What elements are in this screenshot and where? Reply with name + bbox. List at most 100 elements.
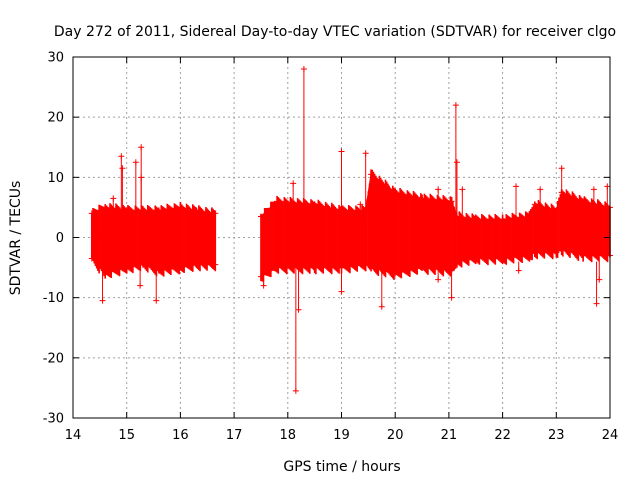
- outlier-point: [292, 387, 299, 394]
- y-tick-label: -20: [43, 351, 64, 366]
- x-tick-label: 18: [280, 428, 297, 443]
- data-point: [177, 204, 184, 211]
- outlier-point: [338, 148, 345, 155]
- data-band-upper-edge: [91, 206, 106, 214]
- data-point: [419, 264, 426, 271]
- data-band-upper-edge: [561, 191, 584, 202]
- y-tick-label: 10: [47, 171, 64, 186]
- data-point: [453, 258, 460, 265]
- data-band-lower-edge: [556, 249, 562, 254]
- outlier-point: [132, 159, 139, 166]
- outlier-point: [153, 297, 160, 304]
- data-point: [580, 252, 587, 259]
- data-point: [177, 264, 184, 271]
- data-band-lower-edge: [370, 267, 396, 275]
- x-tick-label: 17: [226, 428, 243, 443]
- data-point: [212, 210, 219, 217]
- data-band-lower-edge: [529, 252, 536, 257]
- data-band-upper-edge: [502, 215, 530, 221]
- y-axis-label: SDTVAR / TECUs: [8, 181, 24, 296]
- x-axis-label: GPS time / hours: [283, 459, 400, 475]
- data-band-upper-edge: [105, 206, 127, 212]
- data-point: [368, 171, 375, 178]
- data-point: [526, 252, 533, 259]
- data-point: [531, 249, 538, 256]
- data-band-lower-edge: [105, 267, 127, 275]
- y-tick-label: -30: [43, 412, 64, 427]
- x-tick-label: 21: [441, 428, 458, 443]
- data-point: [88, 210, 95, 217]
- data-point: [155, 207, 162, 214]
- data-band-upper-edge: [260, 200, 278, 217]
- x-tick-label: 23: [548, 428, 565, 443]
- data-point: [392, 189, 399, 196]
- data-band-upper-edge: [528, 204, 536, 217]
- data-point: [123, 264, 130, 271]
- data-point: [139, 261, 146, 268]
- x-tick-label: 16: [172, 428, 189, 443]
- data-point: [499, 255, 506, 262]
- data-point: [499, 216, 506, 223]
- data-band-lower-edge: [456, 257, 476, 263]
- data-point: [212, 261, 219, 268]
- data-point: [558, 246, 565, 253]
- data-band-lower-edge: [451, 261, 458, 271]
- axis-ticks: [72, 56, 611, 419]
- data-band-upper-edge: [314, 203, 342, 212]
- data-point: [155, 267, 162, 274]
- outlier-point: [295, 306, 302, 313]
- data-band-upper-edge: [555, 192, 563, 211]
- y-tick-label: 30: [47, 51, 64, 66]
- outlier-point: [357, 201, 364, 208]
- data-point: [257, 273, 264, 280]
- outlier-point: [590, 186, 597, 193]
- data-band-lower-edge: [158, 266, 181, 272]
- outlier-point: [452, 102, 459, 109]
- data-point: [274, 198, 281, 205]
- outlier-point: [338, 288, 345, 295]
- data-series-sdtvar: [88, 66, 613, 394]
- data-point: [526, 213, 533, 220]
- data-point: [472, 216, 479, 223]
- x-tick-label: 14: [65, 428, 82, 443]
- outlier-point: [137, 282, 144, 289]
- data-point: [448, 198, 455, 205]
- outlier-point: [453, 159, 460, 166]
- data-point: [102, 270, 109, 277]
- data-point: [88, 255, 95, 262]
- data-band-upper-edge: [534, 203, 557, 212]
- data-point: [311, 201, 318, 208]
- outlier-point: [515, 267, 522, 274]
- data-band-lower-edge: [180, 263, 197, 269]
- data-point: [392, 270, 399, 277]
- outlier-point: [459, 186, 466, 193]
- data-point: [193, 261, 200, 268]
- outlier-point: [138, 174, 145, 181]
- data-point: [311, 264, 318, 271]
- chart-title: Day 272 of 2011, Sidereal Day-to-day VTE…: [54, 24, 616, 40]
- outlier-point: [119, 165, 126, 172]
- y-tick-label: 0: [56, 231, 64, 246]
- data-point: [368, 264, 375, 271]
- data-point: [580, 198, 587, 205]
- x-tick-label: 22: [494, 428, 511, 443]
- data-point: [472, 255, 479, 262]
- x-tick-label: 15: [118, 428, 135, 443]
- outlier-point: [513, 183, 520, 190]
- data-point: [419, 195, 426, 202]
- outlier-point: [260, 282, 267, 289]
- outlier-point: [448, 294, 455, 301]
- data-band-upper-edge: [421, 197, 452, 202]
- data-point: [274, 264, 281, 271]
- data-point: [193, 207, 200, 214]
- data-band-upper-edge: [158, 206, 181, 212]
- tick-labels: 14 15 16 17 18 19 20 21 22 23 24 -30 -20 -10 0 10 20 30: [43, 51, 619, 444]
- data-band-upper-edge: [365, 174, 372, 211]
- outlier-point: [110, 195, 117, 202]
- outlier-point: [300, 66, 307, 73]
- outlier-point: [99, 297, 106, 304]
- outlier-point: [604, 183, 611, 190]
- data-point: [362, 261, 369, 268]
- outlier-point: [290, 180, 297, 187]
- data-point: [102, 204, 109, 211]
